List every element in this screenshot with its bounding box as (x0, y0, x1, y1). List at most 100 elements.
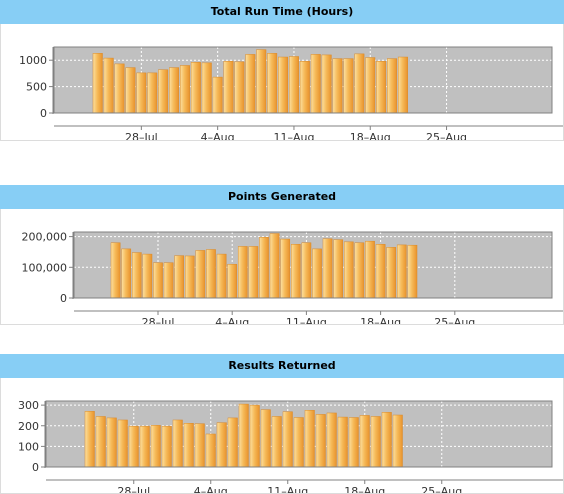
bar (161, 425, 172, 468)
bar (256, 49, 267, 114)
bar (365, 57, 376, 114)
chart-body: 0 100 200 300 28–Jul 4–Aug 11–Aug 18–Aug 25–Aug (0, 378, 564, 494)
bar (386, 247, 397, 299)
bar (163, 262, 174, 299)
bar (125, 67, 136, 114)
bar (304, 410, 315, 468)
bar (293, 417, 304, 468)
y-tick-label: 100 (18, 440, 39, 453)
x-tick-label: 28–Jul (142, 316, 175, 324)
bar (343, 241, 354, 299)
bar (150, 425, 161, 468)
bar (387, 58, 398, 114)
bar (312, 248, 322, 299)
bar (142, 253, 153, 299)
bar (184, 255, 195, 299)
bar (153, 262, 163, 299)
bar (396, 244, 407, 299)
bar (223, 61, 234, 114)
bar (397, 56, 408, 114)
bar (365, 240, 375, 299)
bar (381, 412, 392, 468)
bar (267, 53, 278, 114)
x-tick-label: 18–Aug (344, 485, 385, 493)
bar (131, 252, 142, 299)
y-tick-label: 500 (26, 81, 47, 94)
x-tick-label: 11–Aug (273, 131, 314, 140)
y-tick-label: 0 (60, 292, 67, 305)
bar (95, 416, 106, 468)
bar (282, 411, 293, 468)
bar (174, 255, 185, 299)
bar (392, 414, 403, 468)
bar (332, 58, 343, 114)
bar (234, 61, 245, 114)
bar (310, 54, 321, 114)
plot-border (45, 400, 553, 468)
x-tick-label: 25–Aug (434, 316, 475, 324)
y-tick-label: 1000 (19, 54, 47, 67)
bar (376, 61, 387, 114)
bar (106, 417, 117, 468)
bar (299, 61, 310, 114)
bar (321, 54, 332, 114)
bar (121, 248, 132, 299)
x-tick-label: 11–Aug (286, 316, 327, 324)
y-tick-label: 100,000 (22, 261, 68, 274)
bar (248, 246, 259, 299)
y-tick-label: 0 (40, 107, 47, 120)
chart-title: Total Run Time (Hours) (0, 0, 564, 24)
bar-chart-points-generated: 0 100,000 200,000 28–Jul 4–Aug 11–Aug 18–Aug 25… (22, 231, 563, 324)
bar (354, 53, 365, 114)
bar (301, 242, 312, 299)
bar (84, 411, 95, 468)
bar (147, 72, 158, 114)
y-tick-label: 300 (18, 399, 39, 412)
bar (238, 403, 249, 468)
bar (212, 76, 223, 114)
x-tick-label: 28–Jul (125, 131, 158, 140)
bar (375, 244, 386, 299)
bar-chart-results-returned: 0 100 200 300 28–Jul 4–Aug 11–Aug 18–Aug 25–Aug (18, 399, 563, 493)
bar (206, 249, 216, 299)
bar (322, 238, 333, 299)
y-tick-label: 0 (32, 461, 39, 474)
bar (354, 242, 365, 299)
bar (249, 404, 260, 468)
bar (172, 419, 183, 468)
x-tick-label: 4–Aug (201, 131, 235, 140)
bar (139, 425, 150, 468)
plot-border (73, 231, 553, 299)
bar (326, 412, 337, 468)
bar (136, 72, 147, 114)
bar (343, 58, 354, 114)
bar (216, 422, 227, 468)
x-tick-label: 4–Aug (215, 316, 249, 324)
bar (280, 238, 291, 299)
bar (169, 67, 180, 114)
chart-title: Results Returned (0, 354, 564, 378)
bar (337, 416, 348, 468)
bar (333, 239, 344, 299)
x-tick-label: 18–Aug (350, 131, 391, 140)
bar (190, 62, 201, 114)
bar (205, 433, 216, 468)
x-tick-label: 25–Aug (421, 485, 462, 493)
x-tick-label: 4–Aug (194, 485, 228, 493)
bar (103, 57, 114, 114)
chart-body: 0 500 1000 28–Jul 4–Aug 11–Aug 18–Aug 25–Aug (0, 24, 564, 141)
bar (260, 409, 271, 468)
x-tick-label: 11–Aug (267, 485, 308, 493)
bar (194, 423, 205, 468)
bar (216, 253, 227, 299)
chart-panel-points-generated: Points Generated 0 100,000 200,000 28–Jul 4–… (0, 185, 564, 325)
bar (237, 246, 248, 299)
bar (315, 414, 326, 468)
bar (259, 236, 269, 299)
bar (92, 53, 103, 114)
bar (288, 56, 299, 114)
bar-chart-run-time: 0 500 1000 28–Jul 4–Aug 11–Aug 18–Aug 25–Aug (19, 46, 563, 140)
chart-title: Points Generated (0, 185, 564, 209)
chart-panel-run-time: Total Run Time (Hours) 0 500 1000 28–Jul 4–A… (0, 0, 564, 141)
x-tick-label: 28–Jul (117, 485, 150, 493)
